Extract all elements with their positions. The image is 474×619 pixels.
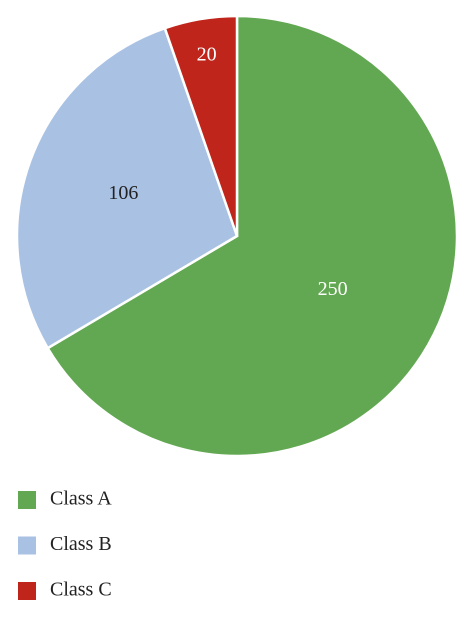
legend-label: Class C <box>50 579 112 601</box>
pie-slice <box>15 26 239 350</box>
data-label: 250 <box>318 278 348 300</box>
legend-swatch <box>18 582 36 600</box>
data-label: 20 <box>197 44 217 66</box>
legend-swatch <box>18 536 36 555</box>
pie-slice <box>45 14 459 458</box>
legend-swatch <box>18 491 36 509</box>
data-label: 106 <box>108 182 138 204</box>
legend-label: Class B <box>50 533 112 555</box>
pie-slice <box>163 14 239 237</box>
legend-label: Class A <box>50 488 112 510</box>
